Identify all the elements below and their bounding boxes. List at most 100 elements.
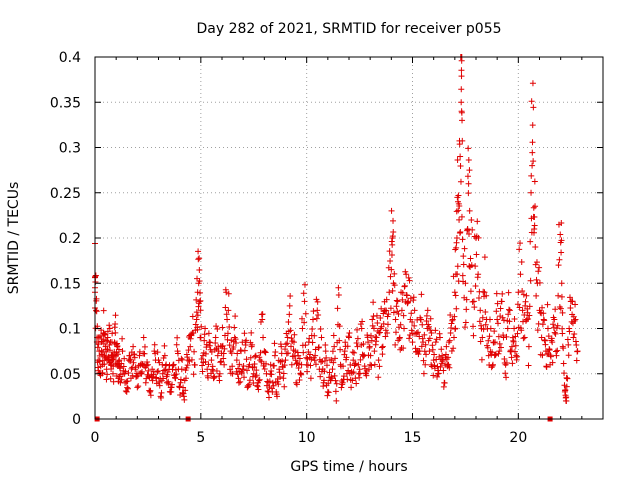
data-point bbox=[105, 354, 112, 361]
data-point bbox=[417, 316, 424, 323]
data-point bbox=[539, 304, 546, 311]
data-point bbox=[405, 298, 412, 305]
data-point bbox=[457, 153, 464, 160]
data-point bbox=[531, 214, 538, 221]
data-points bbox=[92, 54, 581, 405]
data-point bbox=[386, 248, 393, 255]
data-point bbox=[424, 307, 431, 314]
data-point bbox=[356, 374, 363, 381]
data-point bbox=[292, 348, 299, 355]
data-point bbox=[135, 383, 142, 390]
data-point bbox=[282, 341, 289, 348]
data-point bbox=[400, 345, 407, 352]
data-point bbox=[432, 327, 439, 334]
data-point bbox=[315, 344, 322, 351]
y-tick-label: 0.15 bbox=[50, 276, 81, 292]
data-point bbox=[334, 305, 341, 312]
data-point bbox=[296, 355, 303, 362]
data-point bbox=[166, 362, 173, 369]
data-point bbox=[558, 280, 565, 287]
data-point bbox=[368, 337, 375, 344]
data-point bbox=[515, 289, 522, 296]
data-point bbox=[205, 361, 212, 368]
data-point bbox=[106, 341, 113, 348]
data-point bbox=[291, 331, 298, 338]
data-point bbox=[329, 348, 336, 355]
data-point bbox=[179, 356, 186, 363]
data-point bbox=[290, 339, 297, 346]
data-point bbox=[411, 322, 418, 329]
data-point bbox=[366, 343, 373, 350]
data-point bbox=[466, 167, 473, 174]
data-point bbox=[106, 325, 113, 332]
data-point bbox=[251, 360, 258, 367]
data-point bbox=[510, 338, 517, 345]
data-point bbox=[486, 316, 493, 323]
data-point bbox=[196, 277, 203, 284]
data-point bbox=[208, 357, 215, 364]
data-point bbox=[219, 324, 226, 331]
data-point bbox=[181, 396, 188, 403]
data-point bbox=[377, 315, 384, 322]
data-point bbox=[368, 332, 375, 339]
data-point bbox=[238, 370, 245, 377]
data-point bbox=[374, 319, 381, 326]
data-point bbox=[238, 348, 245, 355]
data-point bbox=[465, 190, 472, 197]
data-point bbox=[178, 366, 185, 373]
data-point bbox=[118, 376, 125, 383]
data-point bbox=[193, 309, 200, 316]
data-point bbox=[521, 312, 528, 319]
data-point bbox=[113, 349, 120, 356]
data-point bbox=[94, 344, 101, 351]
data-point bbox=[467, 288, 474, 295]
data-point bbox=[491, 352, 498, 359]
data-point bbox=[420, 339, 427, 346]
data-point bbox=[492, 339, 499, 346]
data-point bbox=[552, 306, 559, 313]
data-point bbox=[532, 244, 539, 251]
data-point bbox=[458, 67, 465, 74]
data-point bbox=[504, 325, 511, 332]
data-point bbox=[572, 316, 579, 323]
data-point bbox=[371, 361, 378, 368]
data-point bbox=[304, 368, 311, 375]
data-point bbox=[308, 356, 315, 363]
data-point bbox=[335, 292, 342, 299]
data-point bbox=[383, 307, 390, 314]
data-point bbox=[563, 398, 570, 405]
data-point bbox=[416, 348, 423, 355]
data-point bbox=[388, 266, 395, 273]
data-point bbox=[347, 361, 354, 368]
data-point bbox=[469, 226, 476, 233]
data-point bbox=[441, 380, 448, 387]
data-point bbox=[307, 362, 314, 369]
data-point bbox=[375, 357, 382, 364]
data-point bbox=[229, 370, 236, 377]
data-point bbox=[465, 180, 472, 187]
data-point bbox=[178, 355, 185, 362]
data-point bbox=[198, 356, 205, 363]
y-axis-label: SRMTID / TECUs bbox=[6, 182, 22, 295]
data-point bbox=[130, 359, 137, 366]
data-point bbox=[330, 332, 337, 339]
data-point bbox=[386, 289, 393, 296]
data-point bbox=[112, 312, 119, 319]
data-point bbox=[314, 307, 321, 314]
data-point bbox=[300, 290, 307, 297]
data-point bbox=[293, 379, 300, 386]
data-point bbox=[340, 363, 347, 370]
data-point bbox=[267, 361, 274, 368]
data-point bbox=[454, 271, 461, 278]
data-point bbox=[288, 343, 295, 350]
data-point bbox=[125, 385, 132, 392]
data-point bbox=[430, 372, 437, 379]
data-point bbox=[480, 326, 487, 333]
data-point bbox=[202, 350, 209, 357]
data-point bbox=[197, 307, 204, 314]
data-point bbox=[104, 346, 111, 353]
data-point bbox=[384, 321, 391, 328]
data-point bbox=[506, 307, 513, 314]
data-point bbox=[269, 379, 276, 386]
data-point bbox=[528, 98, 535, 105]
